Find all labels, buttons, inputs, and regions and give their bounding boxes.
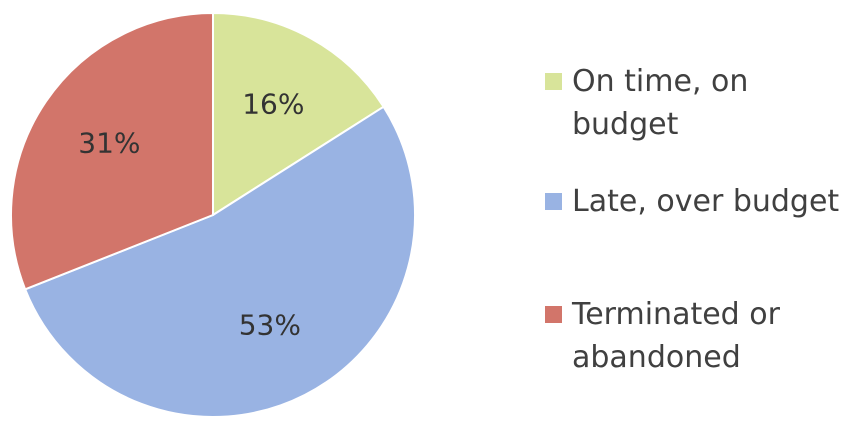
legend-swatch-on-time [545,73,562,90]
legend-swatch-late [545,193,562,210]
legend-swatch-terminated [545,306,562,323]
data-label-on-time: 16% [242,87,304,120]
data-label-late: 53% [239,309,301,342]
legend-label-late: Late, over budget [572,184,840,219]
pie-slice-on-time [212,11,385,217]
pie-chart: 16% 53% 31% [10,11,416,418]
pie-slice-late [23,105,416,418]
legend-label-terminated: Terminated or abandoned [572,297,780,375]
legend-label-on-time: On time, on budget [572,64,749,142]
data-label-terminated: 31% [78,127,140,160]
legend: On time, on budget Late, over budget Ter… [545,0,867,427]
pie-slice-terminated [10,11,214,291]
